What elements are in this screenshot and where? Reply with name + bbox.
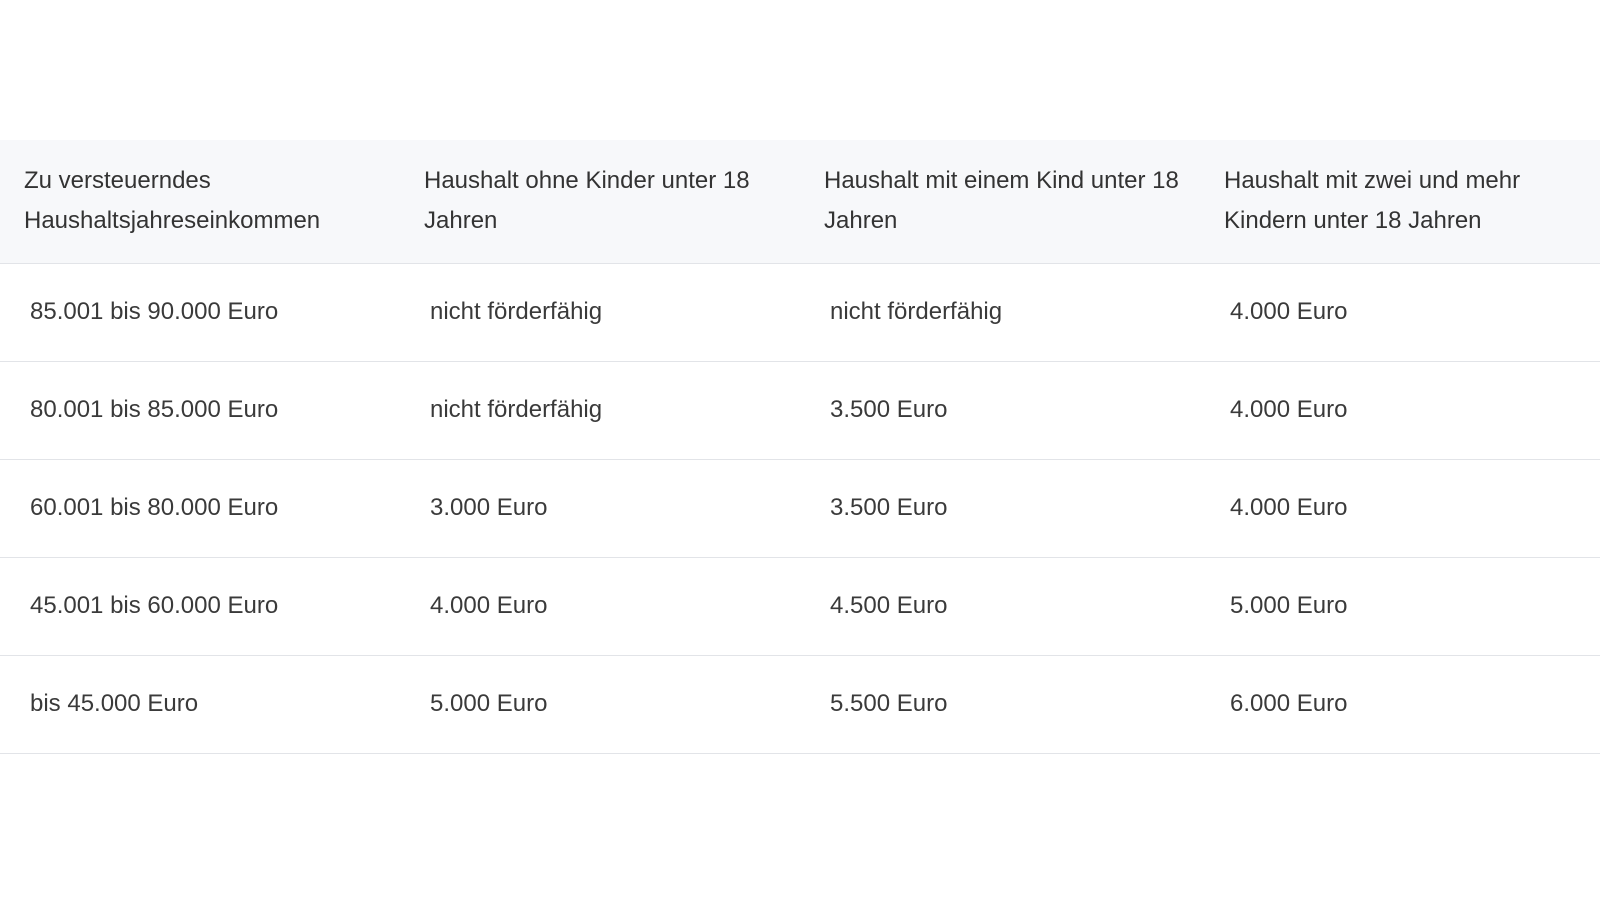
cell-no-children: 5.000 Euro xyxy=(400,655,800,754)
cell-no-children: nicht förderfähig xyxy=(400,361,800,460)
header-income: Zu versteuerndes Haushaltsjahreseinkomme… xyxy=(0,140,400,264)
cell-no-children: 4.000 Euro xyxy=(400,557,800,656)
cell-income: 45.001 bis 60.000 Euro xyxy=(0,557,400,656)
table-row: 85.001 bis 90.000 Euro nicht förderfähig… xyxy=(0,263,1600,362)
cell-two-plus-children: 4.000 Euro xyxy=(1200,361,1600,460)
cell-one-child: nicht förderfähig xyxy=(800,263,1200,362)
cell-income: 60.001 bis 80.000 Euro xyxy=(0,459,400,558)
cell-two-plus-children: 4.000 Euro xyxy=(1200,263,1600,362)
table-row: 45.001 bis 60.000 Euro 4.000 Euro 4.500 … xyxy=(0,557,1600,656)
cell-income: bis 45.000 Euro xyxy=(0,655,400,754)
cell-one-child: 3.500 Euro xyxy=(800,361,1200,460)
cell-one-child: 4.500 Euro xyxy=(800,557,1200,656)
header-no-children: Haushalt ohne Kinder unter 18 Jahren xyxy=(400,140,800,264)
table-row: 80.001 bis 85.000 Euro nicht förderfähig… xyxy=(0,361,1600,460)
cell-two-plus-children: 6.000 Euro xyxy=(1200,655,1600,754)
cell-two-plus-children: 5.000 Euro xyxy=(1200,557,1600,656)
cell-one-child: 3.500 Euro xyxy=(800,459,1200,558)
cell-income: 85.001 bis 90.000 Euro xyxy=(0,263,400,362)
cell-two-plus-children: 4.000 Euro xyxy=(1200,459,1600,558)
cell-income: 80.001 bis 85.000 Euro xyxy=(0,361,400,460)
cell-no-children: nicht förderfähig xyxy=(400,263,800,362)
header-two-plus-children: Haushalt mit zwei und mehr Kindern unter… xyxy=(1200,140,1600,264)
cell-one-child: 5.500 Euro xyxy=(800,655,1200,754)
table-row: 60.001 bis 80.000 Euro 3.000 Euro 3.500 … xyxy=(0,459,1600,558)
header-row: Zu versteuerndes Haushaltsjahreseinkomme… xyxy=(0,140,1600,264)
funding-table: Zu versteuerndes Haushaltsjahreseinkomme… xyxy=(0,140,1600,754)
funding-table-container: Zu versteuerndes Haushaltsjahreseinkomme… xyxy=(0,140,1600,754)
table-body: 85.001 bis 90.000 Euro nicht förderfähig… xyxy=(0,263,1600,754)
header-one-child: Haushalt mit einem Kind unter 18 Jahren xyxy=(800,140,1200,264)
cell-no-children: 3.000 Euro xyxy=(400,459,800,558)
table-header: Zu versteuerndes Haushaltsjahreseinkomme… xyxy=(0,140,1600,264)
table-row: bis 45.000 Euro 5.000 Euro 5.500 Euro 6.… xyxy=(0,655,1600,754)
